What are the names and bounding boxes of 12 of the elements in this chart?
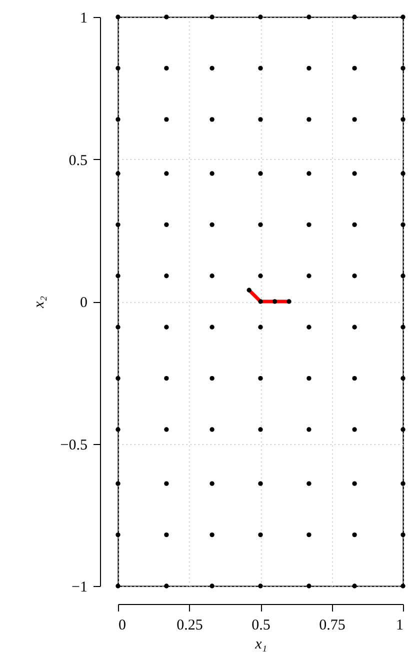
y-tick-label: −0.5	[60, 437, 88, 454]
x-tick-label: 1	[396, 618, 404, 634]
y-tick-label: 0.5	[68, 152, 88, 169]
y-tick-label: 0	[80, 295, 88, 311]
y-tick-label: −1	[72, 580, 88, 596]
x-tick-label: 0.5	[252, 618, 270, 634]
x-axis-title: x₁	[254, 636, 267, 652]
x-tick-label: 0.75	[319, 618, 346, 634]
x-tick-label: 0.25	[176, 618, 203, 634]
x-tick-label: 0	[118, 618, 126, 634]
y-tick-label: 1	[80, 10, 88, 26]
y-axis-title: x₂	[31, 296, 48, 309]
